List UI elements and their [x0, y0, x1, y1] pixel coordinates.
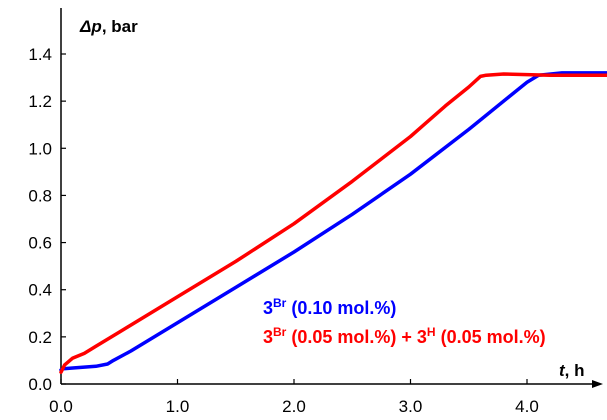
legend-red-sup: Br — [273, 325, 287, 339]
legend-entry-red: 3Br (0.05 mol.%) + 3H (0.05 mol.%) — [263, 325, 546, 347]
y-axis-label-var: Δp — [79, 17, 102, 36]
y-tick-label: 1.2 — [28, 92, 52, 111]
y-axis-label-unit: , bar — [102, 17, 138, 36]
series-line-red — [59, 72, 607, 374]
x-axis-label-var: t — [559, 361, 566, 380]
series-layer — [59, 71, 607, 374]
x-tick-label: 4.0 — [515, 397, 539, 416]
x-axis-arrowhead — [592, 380, 603, 388]
legend-entry-blue: 3Br (0.10 mol.%) — [263, 296, 396, 318]
legend-red-base: 3 — [263, 327, 273, 347]
y-axis-label: Δp, bar — [79, 17, 138, 36]
x-tick-label: 2.0 — [282, 397, 306, 416]
x-axis-label: t, h — [559, 361, 585, 380]
x-tick-label: 1.0 — [166, 397, 190, 416]
legend-red-rest: (0.05 mol.%) — [436, 327, 546, 347]
x-tick-label: 0.0 — [49, 397, 73, 416]
y-tick-label: 0.0 — [28, 375, 52, 394]
legend-red-sup2: H — [427, 325, 436, 339]
y-tick-label: 1.4 — [28, 45, 52, 64]
x-axis-label-unit: , h — [565, 361, 585, 380]
y-tick-label: 0.4 — [28, 281, 52, 300]
y-ticks: 0.0 0.2 0.4 0.6 0.8 1.0 1.2 1.4 — [28, 45, 66, 394]
x-ticks: 0.0 1.0 2.0 3.0 4.0 — [49, 379, 539, 416]
legend: 3Br (0.10 mol.%) 3Br (0.05 mol.%) + 3H (… — [263, 296, 546, 347]
legend-blue-rest: (0.10 mol.%) — [286, 298, 396, 318]
legend-blue-sup: Br — [273, 296, 287, 310]
legend-red-mid: (0.05 mol.%) + 3 — [286, 327, 427, 347]
y-tick-label: 0.2 — [28, 328, 52, 347]
x-tick-label: 3.0 — [399, 397, 423, 416]
series-line-blue — [59, 71, 607, 372]
legend-blue-base: 3 — [263, 298, 273, 318]
y-tick-label: 1.0 — [28, 139, 52, 158]
y-tick-label: 0.8 — [28, 186, 52, 205]
y-tick-label: 0.6 — [28, 234, 52, 253]
